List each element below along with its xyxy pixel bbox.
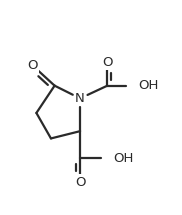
Text: OH: OH <box>138 79 159 92</box>
Text: O: O <box>102 55 113 69</box>
Text: N: N <box>75 92 85 105</box>
Text: O: O <box>27 59 38 72</box>
Text: O: O <box>75 176 85 189</box>
Text: OH: OH <box>113 152 133 165</box>
